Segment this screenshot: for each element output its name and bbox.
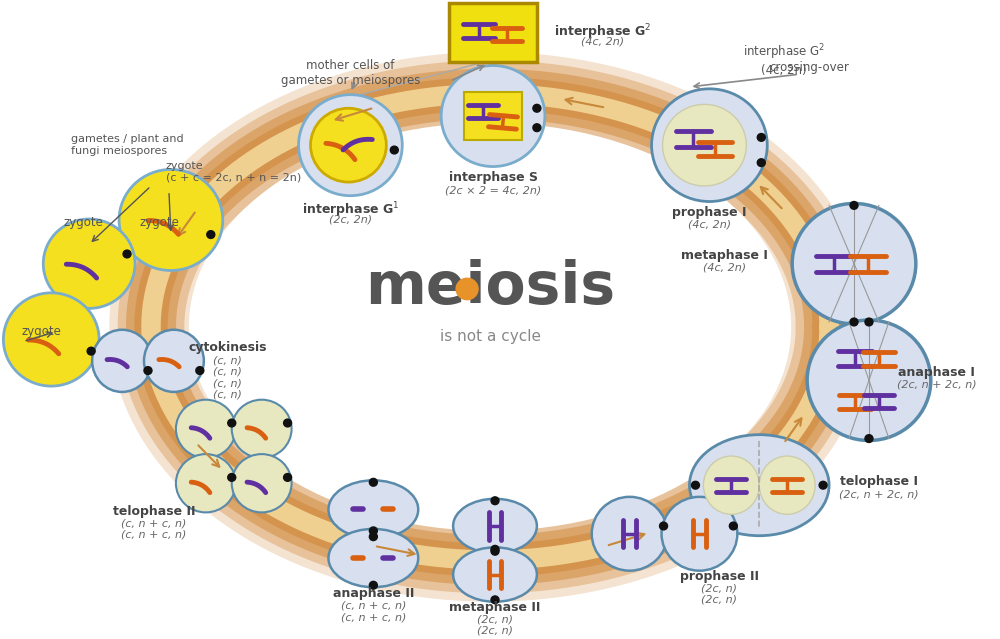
Text: interphase G$^2$
(4c, 2n): interphase G$^2$ (4c, 2n) xyxy=(743,42,825,77)
Ellipse shape xyxy=(119,169,223,270)
Text: meiosis: meiosis xyxy=(365,259,615,316)
Ellipse shape xyxy=(176,454,236,512)
Ellipse shape xyxy=(92,330,152,392)
Circle shape xyxy=(491,548,499,555)
Text: mother cells of
gametes or meiospores: mother cells of gametes or meiospores xyxy=(281,59,420,88)
Text: telophase II: telophase II xyxy=(113,505,195,518)
Text: (2c, n)
(2c, n): (2c, n) (2c, n) xyxy=(477,615,513,636)
Circle shape xyxy=(757,134,765,141)
Text: zygote
(c + c = 2c, n + n = 2n): zygote (c + c = 2c, n + n = 2n) xyxy=(166,160,301,182)
Text: gametes / plant and
fungi meiospores: gametes / plant and fungi meiospores xyxy=(71,134,184,156)
Text: zygote: zygote xyxy=(139,217,179,229)
Text: (2c, n + 2c, n): (2c, n + 2c, n) xyxy=(839,489,919,499)
Ellipse shape xyxy=(663,104,746,186)
Ellipse shape xyxy=(453,548,537,602)
Circle shape xyxy=(491,546,499,553)
Text: interphase S: interphase S xyxy=(449,171,538,185)
Circle shape xyxy=(144,367,152,374)
Ellipse shape xyxy=(311,108,386,182)
Circle shape xyxy=(865,318,873,326)
Text: (2c, 2n): (2c, 2n) xyxy=(329,214,372,224)
Ellipse shape xyxy=(176,400,236,458)
Text: crossing-over: crossing-over xyxy=(769,61,849,74)
Circle shape xyxy=(819,481,827,489)
Ellipse shape xyxy=(807,320,931,440)
Ellipse shape xyxy=(328,529,418,587)
Ellipse shape xyxy=(43,219,135,309)
Ellipse shape xyxy=(592,497,668,571)
Ellipse shape xyxy=(703,456,759,514)
Circle shape xyxy=(691,481,699,489)
Circle shape xyxy=(369,533,377,541)
Text: (c, n + c, n)
(c, n + c, n): (c, n + c, n) (c, n + c, n) xyxy=(121,518,187,540)
Circle shape xyxy=(491,596,499,604)
Text: (2c × 2 = 4c, 2n): (2c × 2 = 4c, 2n) xyxy=(445,185,541,195)
Text: (2c, n)
(2c, n): (2c, n) (2c, n) xyxy=(701,583,737,605)
Ellipse shape xyxy=(232,454,292,512)
FancyBboxPatch shape xyxy=(464,92,522,141)
Text: (c, n + c, n)
(c, n + c, n): (c, n + c, n) (c, n + c, n) xyxy=(341,601,406,622)
Text: cytokinesis: cytokinesis xyxy=(189,341,267,355)
Ellipse shape xyxy=(689,435,829,535)
Text: (4c, 2n): (4c, 2n) xyxy=(581,36,624,47)
Circle shape xyxy=(865,435,873,442)
Ellipse shape xyxy=(652,89,767,201)
Text: zygote: zygote xyxy=(63,217,103,229)
Text: metaphase II: metaphase II xyxy=(449,601,541,614)
Text: prophase II: prophase II xyxy=(680,570,759,583)
Text: (4c, 2n): (4c, 2n) xyxy=(703,263,746,273)
Ellipse shape xyxy=(144,330,204,392)
Text: interphase G$^2$: interphase G$^2$ xyxy=(554,23,651,42)
Circle shape xyxy=(533,104,541,112)
Text: anaphase I: anaphase I xyxy=(898,366,975,379)
Text: (4c, 2n): (4c, 2n) xyxy=(688,220,731,230)
Ellipse shape xyxy=(759,456,815,514)
Text: metaphase I: metaphase I xyxy=(681,249,768,262)
Circle shape xyxy=(729,522,737,530)
Ellipse shape xyxy=(328,481,418,539)
Circle shape xyxy=(369,527,377,535)
Text: (c, n)
(c, n)
(c, n)
(c, n): (c, n) (c, n) (c, n) (c, n) xyxy=(213,355,242,400)
Circle shape xyxy=(491,497,499,505)
Circle shape xyxy=(228,419,236,427)
Circle shape xyxy=(850,318,858,326)
Text: interphase G$^1$: interphase G$^1$ xyxy=(302,201,399,220)
Ellipse shape xyxy=(792,203,916,324)
Ellipse shape xyxy=(453,499,537,553)
Circle shape xyxy=(757,158,765,167)
Circle shape xyxy=(390,146,398,154)
Circle shape xyxy=(207,231,215,238)
Text: anaphase II: anaphase II xyxy=(333,587,414,600)
Text: is not a cycle: is not a cycle xyxy=(440,329,541,344)
Ellipse shape xyxy=(441,66,545,167)
Text: (2c, n + 2c, n): (2c, n + 2c, n) xyxy=(897,380,977,389)
Circle shape xyxy=(369,479,377,486)
Circle shape xyxy=(533,124,541,132)
Circle shape xyxy=(228,473,236,481)
Circle shape xyxy=(660,522,668,530)
Ellipse shape xyxy=(299,95,402,196)
Circle shape xyxy=(456,278,478,300)
Ellipse shape xyxy=(3,293,99,386)
Text: zygote: zygote xyxy=(21,325,61,338)
Text: prophase I: prophase I xyxy=(672,206,747,219)
Ellipse shape xyxy=(662,497,737,571)
Circle shape xyxy=(284,419,292,427)
Circle shape xyxy=(850,201,858,210)
Circle shape xyxy=(196,367,204,374)
Circle shape xyxy=(123,250,131,258)
FancyBboxPatch shape xyxy=(449,3,537,61)
Circle shape xyxy=(284,473,292,481)
Text: telophase I: telophase I xyxy=(840,475,918,488)
Ellipse shape xyxy=(189,123,791,531)
Circle shape xyxy=(369,581,377,589)
Circle shape xyxy=(87,347,95,355)
Ellipse shape xyxy=(232,400,292,458)
